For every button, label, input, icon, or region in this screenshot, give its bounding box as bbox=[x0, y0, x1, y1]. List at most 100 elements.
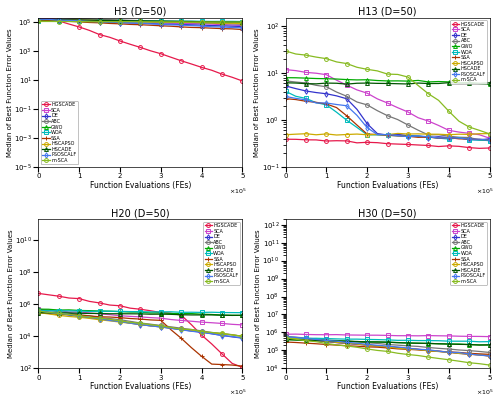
DE bbox=[86, 19, 92, 24]
WOA bbox=[486, 339, 492, 344]
HGSCADE bbox=[188, 322, 194, 327]
HGSCADE bbox=[76, 25, 82, 29]
WOA bbox=[86, 309, 92, 314]
ABC bbox=[394, 343, 400, 347]
SCA bbox=[36, 307, 42, 312]
HSCAPSO bbox=[46, 312, 52, 316]
ABC bbox=[168, 19, 174, 24]
HGSCADE bbox=[456, 144, 462, 149]
PSOSCALF bbox=[374, 132, 380, 137]
HSCADE bbox=[303, 338, 309, 343]
HSCADE bbox=[158, 312, 164, 317]
m-SCA bbox=[36, 19, 42, 24]
PSOSCALF bbox=[96, 316, 102, 321]
HSCADE bbox=[86, 18, 92, 23]
DE bbox=[415, 347, 421, 352]
GWO bbox=[229, 313, 235, 318]
m-SCA bbox=[334, 343, 340, 347]
ABC bbox=[303, 81, 309, 85]
GWO bbox=[324, 338, 330, 343]
SSA bbox=[36, 18, 42, 23]
HGSCADE bbox=[384, 345, 390, 349]
GWO bbox=[374, 340, 380, 345]
HGSCADE bbox=[158, 51, 164, 56]
PSOSCALF bbox=[293, 96, 299, 101]
SSA bbox=[219, 26, 225, 31]
m-SCA bbox=[229, 20, 235, 25]
DE bbox=[76, 19, 82, 24]
Line: HSCADE: HSCADE bbox=[284, 337, 492, 347]
HGSCADE bbox=[56, 19, 62, 23]
ABC bbox=[334, 89, 340, 94]
GWO bbox=[188, 311, 194, 316]
PSOSCALF bbox=[56, 18, 62, 23]
DE bbox=[282, 335, 288, 340]
m-SCA bbox=[66, 312, 72, 317]
m-SCA bbox=[86, 19, 92, 24]
GWO bbox=[76, 19, 82, 24]
ABC bbox=[394, 117, 400, 122]
HSCAPSO bbox=[394, 346, 400, 351]
SCA bbox=[148, 315, 154, 320]
ABC bbox=[46, 15, 52, 20]
DE bbox=[96, 19, 102, 24]
ABC bbox=[96, 17, 102, 22]
HGSCADE bbox=[456, 351, 462, 355]
SCA bbox=[476, 334, 482, 339]
GWO bbox=[456, 342, 462, 347]
ABC bbox=[209, 21, 215, 26]
GWO bbox=[209, 312, 215, 317]
PSOSCALF bbox=[354, 113, 360, 118]
HGSCADE bbox=[426, 348, 432, 353]
WOA bbox=[374, 337, 380, 342]
PSOSCALF bbox=[46, 17, 52, 22]
WOA bbox=[466, 137, 472, 142]
GWO bbox=[138, 310, 143, 314]
Title: H3 (D=50): H3 (D=50) bbox=[114, 7, 166, 17]
ABC bbox=[282, 79, 288, 83]
SSA bbox=[229, 27, 235, 31]
ABC bbox=[219, 21, 225, 26]
Line: GWO: GWO bbox=[284, 76, 492, 86]
SSA bbox=[138, 317, 143, 322]
SSA bbox=[282, 96, 288, 101]
WOA bbox=[188, 310, 194, 315]
Line: WOA: WOA bbox=[284, 89, 492, 143]
SSA bbox=[96, 21, 102, 25]
WOA bbox=[219, 19, 225, 24]
SCA bbox=[66, 17, 72, 22]
SSA bbox=[374, 345, 380, 349]
HSCADE bbox=[96, 18, 102, 23]
HGSCADE bbox=[117, 303, 123, 308]
m-SCA bbox=[46, 310, 52, 315]
PSOSCALF bbox=[158, 22, 164, 27]
GWO bbox=[107, 309, 113, 314]
WOA bbox=[76, 18, 82, 23]
Text: $\times10^5$: $\times10^5$ bbox=[229, 388, 246, 397]
WOA bbox=[158, 310, 164, 314]
ABC bbox=[364, 102, 370, 107]
DE bbox=[303, 89, 309, 93]
SCA bbox=[96, 18, 102, 23]
HGSCADE bbox=[178, 58, 184, 63]
WOA bbox=[96, 18, 102, 23]
HGSCADE bbox=[168, 311, 174, 316]
HSCADE bbox=[384, 340, 390, 345]
GWO bbox=[198, 19, 204, 24]
ABC bbox=[293, 80, 299, 85]
PSOSCALF bbox=[303, 98, 309, 102]
DE bbox=[188, 23, 194, 27]
GWO bbox=[313, 338, 319, 343]
HSCAPSO bbox=[117, 19, 123, 23]
HGSCADE bbox=[138, 45, 143, 50]
HGSCADE bbox=[188, 62, 194, 66]
GWO bbox=[354, 339, 360, 344]
m-SCA bbox=[127, 19, 133, 24]
DE bbox=[466, 137, 472, 142]
ABC bbox=[476, 349, 482, 354]
ABC bbox=[178, 326, 184, 330]
SSA bbox=[36, 310, 42, 315]
m-SCA bbox=[76, 19, 82, 24]
SCA bbox=[456, 334, 462, 339]
m-SCA bbox=[426, 91, 432, 96]
